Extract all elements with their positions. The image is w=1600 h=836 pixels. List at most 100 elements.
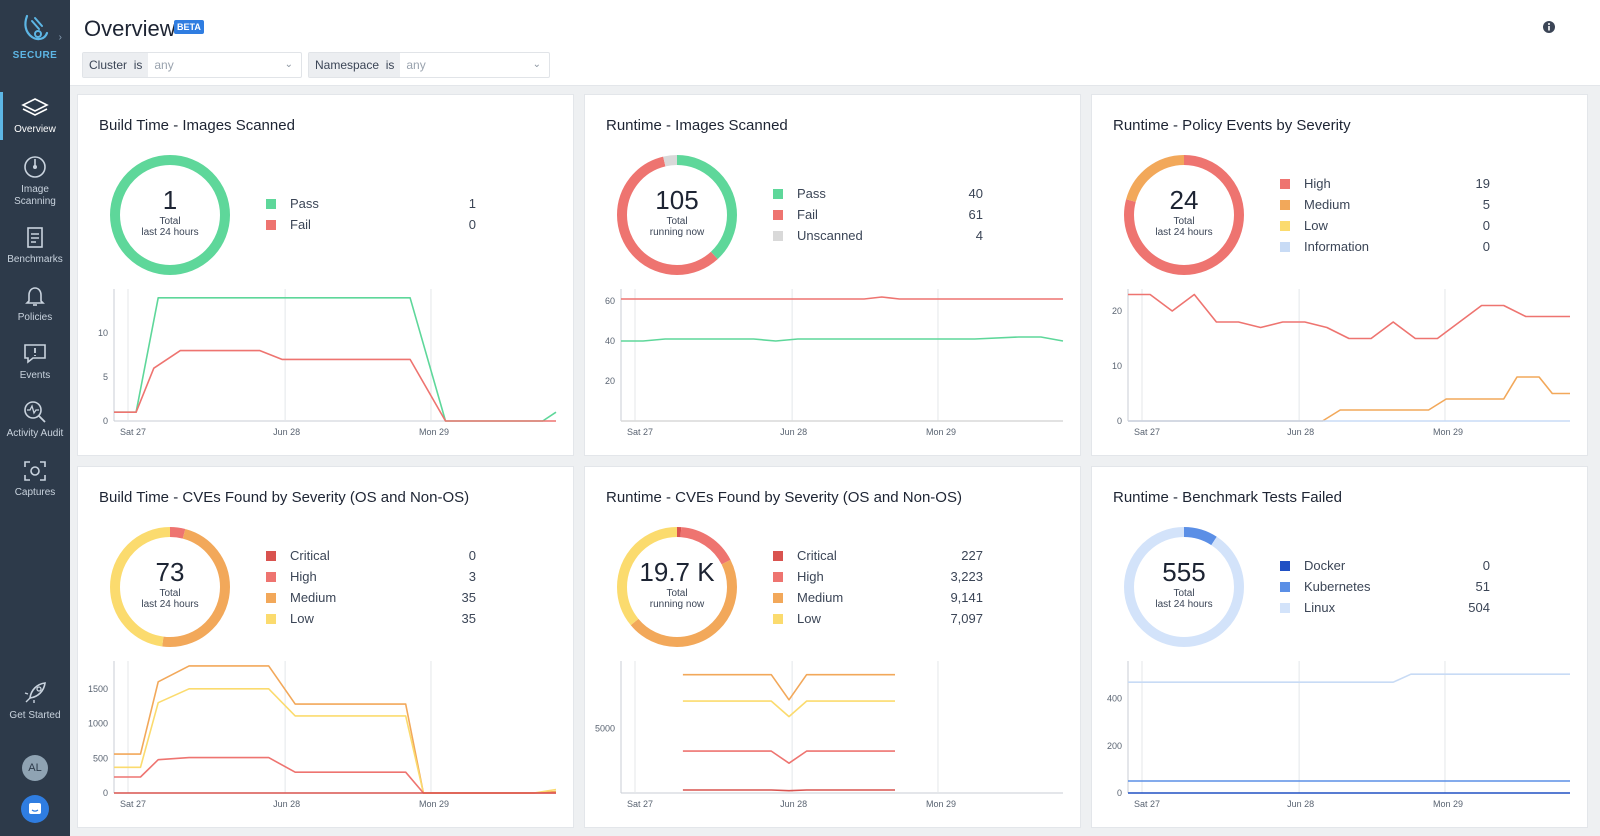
donut-chart[interactable]	[615, 525, 739, 649]
legend-item[interactable]: High 3,223	[773, 566, 983, 587]
namespace-filter-value[interactable]: any	[406, 58, 426, 72]
donut-chart[interactable]	[108, 153, 232, 277]
donut-slice[interactable]	[1124, 527, 1244, 647]
cluster-filter-value[interactable]: any	[154, 58, 174, 72]
legend-item[interactable]: Medium 9,141	[773, 587, 983, 608]
series-line-critical[interactable]	[682, 789, 895, 792]
legend-item[interactable]: Fail 0	[266, 214, 476, 235]
namespace-filter-label: Namespace is	[309, 53, 401, 77]
legend-item[interactable]: Docker 0	[1280, 555, 1490, 576]
legend-swatch	[266, 551, 276, 561]
chevron-right-icon[interactable]: ›	[58, 32, 62, 43]
sidebar-item-benchmarks[interactable]: Benchmarks	[0, 226, 70, 266]
legend-item[interactable]: Pass 1	[266, 193, 476, 214]
donut-slice[interactable]	[617, 527, 737, 647]
legend-label: Fail	[797, 207, 818, 222]
info-icon[interactable]	[1542, 20, 1556, 34]
series-line-fail[interactable]	[621, 296, 1063, 300]
donut-slice[interactable]	[110, 527, 230, 647]
legend-item[interactable]: Medium 5	[1280, 194, 1490, 215]
series-line-high[interactable]	[114, 756, 556, 794]
search-pulse-icon	[24, 401, 46, 423]
card-title: Runtime - CVEs Found by Severity (OS and…	[606, 489, 962, 506]
y-tick-label: 400	[1107, 694, 1122, 704]
capture-icon	[24, 461, 46, 481]
line-chart[interactable]: Sat 27 Jun 28 Mon 29 0 200 400	[1100, 655, 1575, 820]
legend-swatch	[266, 199, 276, 209]
chevron-down-icon[interactable]: ⌄	[532, 59, 541, 70]
legend-swatch	[266, 614, 276, 624]
chevron-down-icon[interactable]: ⌄	[284, 59, 293, 70]
donut-slice[interactable]	[617, 155, 737, 275]
sidebar-item-get-started[interactable]: Get Started	[0, 680, 70, 722]
legend-item[interactable]: Low 7,097	[773, 608, 983, 629]
line-chart[interactable]: Sat 27 Jun 28 Mon 29 0 10 20	[1100, 283, 1575, 448]
x-tick-label: Jun 28	[780, 427, 807, 437]
donut-slice[interactable]	[617, 155, 737, 275]
donut-chart[interactable]	[615, 153, 739, 277]
series-line-fail[interactable]	[114, 349, 556, 422]
x-tick-label: Mon 29	[419, 799, 449, 809]
legend-item[interactable]: Information 0	[1280, 236, 1490, 257]
line-chart[interactable]: Sat 27 Jun 28 Mon 29 20 40 60	[593, 283, 1068, 448]
legend-item[interactable]: Low 0	[1280, 215, 1490, 236]
sidebar-item-image-scanning[interactable]: Image Scanning	[0, 154, 70, 208]
secure-logo-icon	[24, 14, 49, 41]
legend-item[interactable]: Critical 0	[266, 545, 476, 566]
sidebar-item-events[interactable]: Events	[0, 342, 70, 382]
series-line-medium[interactable]	[682, 673, 895, 701]
series-line-medium[interactable]	[114, 665, 557, 794]
line-chart[interactable]: Sat 27 Jun 28 Mon 29 0 500 1000 1500	[86, 655, 561, 820]
legend-item[interactable]: Medium 35	[266, 587, 476, 608]
sidebar-item-overview[interactable]: Overview	[0, 92, 70, 140]
legend: Critical 0 High 3 Medium 35 Low 35	[266, 545, 476, 629]
legend-item[interactable]: Fail 61	[773, 204, 983, 225]
legend-value: 504	[1468, 600, 1490, 615]
cluster-filter[interactable]: Cluster is any ⌄	[82, 52, 302, 78]
page-title: Overview	[84, 16, 176, 41]
line-chart[interactable]: Sat 27 Jun 28 Mon 29 0 5 10	[86, 283, 561, 448]
series-line-low[interactable]	[682, 700, 895, 718]
donut-slice[interactable]	[110, 527, 230, 647]
series-line-linux[interactable]	[1128, 673, 1570, 684]
legend-value: 9,141	[950, 590, 983, 605]
chat-button[interactable]	[21, 795, 49, 823]
sidebar-item-label: Policies	[17, 312, 53, 323]
legend-item[interactable]: Linux 504	[1280, 597, 1490, 618]
legend-item[interactable]: High 3	[266, 566, 476, 587]
donut-chart[interactable]	[108, 525, 232, 649]
donut-slice[interactable]	[110, 155, 230, 275]
legend-item[interactable]: Pass 40	[773, 183, 983, 204]
legend-swatch	[1280, 603, 1290, 613]
legend-value: 1	[468, 196, 476, 211]
donut-slice[interactable]	[1124, 155, 1244, 275]
donut-chart[interactable]	[1122, 153, 1246, 277]
legend-item[interactable]: Kubernetes 51	[1280, 576, 1490, 597]
donut-slice[interactable]	[617, 527, 737, 647]
series-line-high[interactable]	[1128, 293, 1570, 340]
legend-item[interactable]: High 19	[1280, 173, 1490, 194]
series-line-pass[interactable]	[621, 336, 1064, 342]
legend-item[interactable]: Unscanned 4	[773, 225, 983, 246]
legend-swatch	[773, 572, 783, 582]
sidebar-item-captures[interactable]: Captures	[0, 459, 70, 499]
legend-swatch	[266, 220, 276, 230]
donut-center: 555 Total last 24 hours	[1122, 525, 1246, 649]
sidebar-item-label: Benchmarks	[7, 254, 63, 265]
brand[interactable]: SECURE ›	[0, 12, 70, 61]
clipboard-icon	[27, 227, 43, 248]
legend-item[interactable]: Low 35	[266, 608, 476, 629]
legend-swatch	[266, 572, 276, 582]
series-line-high[interactable]	[682, 750, 895, 764]
legend-item[interactable]: Critical 227	[773, 545, 983, 566]
card-title: Runtime - Benchmark Tests Failed	[1113, 489, 1342, 506]
donut-chart[interactable]	[1122, 525, 1246, 649]
sidebar-item-policies[interactable]: Policies	[0, 284, 70, 324]
namespace-filter[interactable]: Namespace is any ⌄	[308, 52, 550, 78]
legend-label: Medium	[1304, 197, 1351, 212]
line-chart[interactable]: Sat 27 Jun 28 Mon 29 5000	[593, 655, 1068, 820]
total-value: 555	[1162, 557, 1206, 587]
sidebar-item-activity-audit[interactable]: Activity Audit	[0, 400, 70, 440]
avatar[interactable]: AL	[22, 755, 48, 781]
series-line-medium[interactable]	[1128, 376, 1570, 422]
